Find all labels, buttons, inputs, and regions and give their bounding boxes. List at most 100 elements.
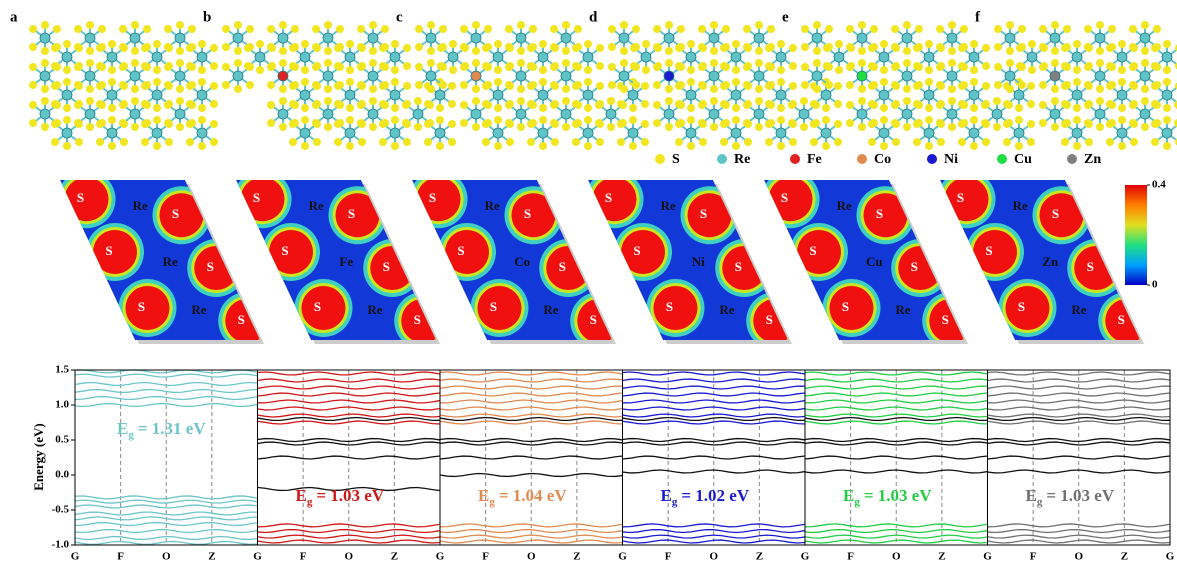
blob: [654, 286, 698, 330]
re-atom: [641, 52, 651, 62]
s-atom: [777, 116, 785, 124]
s-atom: [960, 101, 968, 109]
s-atom: [937, 82, 945, 90]
panel-label: d: [589, 9, 598, 25]
s-atom: [369, 47, 377, 55]
re-atom: [197, 128, 207, 138]
s-atom: [153, 104, 161, 112]
atom-label: Cu: [866, 254, 883, 269]
s-atom: [858, 85, 866, 93]
s-atom: [346, 66, 354, 74]
re-atom: [1095, 109, 1105, 119]
s-atom: [301, 104, 309, 112]
re-atom: [628, 128, 638, 138]
s-atom: [847, 44, 855, 52]
s-atom: [858, 59, 866, 67]
re-atom: [130, 71, 140, 81]
s-atom: [698, 101, 706, 109]
re-atom: [197, 52, 207, 62]
s-atom: [699, 44, 707, 52]
s-atom: [198, 142, 206, 150]
atom-label: S: [105, 243, 112, 258]
s-atom: [482, 82, 490, 90]
re-atom: [390, 52, 400, 62]
s-atom: [994, 25, 1002, 33]
re-atom: [924, 128, 934, 138]
s-atom: [403, 62, 411, 70]
s-atom: [153, 40, 161, 48]
s-atom: [846, 101, 854, 109]
re-atom: [300, 90, 310, 100]
s-atom: [880, 40, 888, 48]
s-atom: [494, 40, 502, 48]
re-atom: [278, 33, 288, 43]
s-atom: [279, 59, 287, 67]
atom-label: S: [1018, 299, 1025, 314]
x-tick-label: F: [1030, 551, 1037, 563]
re-atom: [1162, 90, 1172, 100]
re-atom: [493, 90, 503, 100]
gap-label: Eg= 1.03 eV: [843, 486, 932, 508]
s-atom: [381, 63, 389, 71]
re-atom: [345, 90, 355, 100]
s-atom: [1084, 63, 1092, 71]
s-atom: [1141, 123, 1149, 131]
s-atom: [994, 81, 1002, 89]
s-atom: [369, 123, 377, 131]
s-atom: [1130, 44, 1138, 52]
re-atom: [619, 33, 629, 43]
s-atom: [710, 85, 718, 93]
s-atom: [506, 44, 514, 52]
s-atom: [846, 25, 854, 33]
s-atom: [699, 120, 707, 128]
re-atom: [538, 90, 548, 100]
re-atom: [821, 90, 831, 100]
atom-label: Re: [163, 254, 178, 269]
s-atom: [188, 63, 196, 71]
s-atom: [970, 78, 978, 86]
s-atom: [789, 62, 797, 70]
s-atom: [529, 25, 537, 33]
re-atom: [812, 33, 822, 43]
s-atom: [1130, 120, 1138, 128]
s-atom: [813, 21, 821, 29]
s-atom: [141, 82, 149, 90]
band: [988, 421, 1171, 424]
s-atom: [654, 44, 662, 52]
s-atom: [1028, 40, 1036, 48]
s-atom: [1005, 101, 1013, 109]
s-atom: [1006, 47, 1014, 55]
s-atom: [391, 78, 399, 86]
s-atom: [574, 25, 582, 33]
s-atom: [653, 81, 661, 89]
s-atom: [222, 43, 230, 51]
s-atom: [334, 120, 342, 128]
s-atom: [825, 25, 833, 33]
figure: Energy (eV) abcdefSReFeCoNiCuZnSReSSReSS…: [0, 0, 1177, 565]
s-atom: [1151, 120, 1159, 128]
re-atom: [1072, 90, 1082, 100]
s-atom: [143, 101, 151, 109]
s-atom: [460, 81, 468, 89]
re-atom: [879, 52, 889, 62]
x-tick-label: F: [300, 551, 307, 563]
s-atom: [913, 138, 921, 146]
s-atom: [584, 142, 592, 150]
s-atom: [925, 66, 933, 74]
dopant-atom: [278, 71, 288, 81]
s-atom: [732, 104, 740, 112]
atom-label: Re: [543, 302, 558, 317]
re-atom: [1072, 128, 1082, 138]
s-atom: [165, 120, 173, 128]
re-atom: [130, 33, 140, 43]
s-atom: [527, 138, 535, 146]
s-atom: [551, 82, 559, 90]
atom-label: Co: [514, 254, 530, 269]
s-atom: [958, 82, 966, 90]
s-atom: [29, 119, 37, 127]
s-atom: [1153, 101, 1161, 109]
s-atom: [460, 25, 468, 33]
x-tick-label: Z: [1121, 551, 1128, 563]
s-atom: [948, 123, 956, 131]
s-atom: [810, 138, 818, 146]
